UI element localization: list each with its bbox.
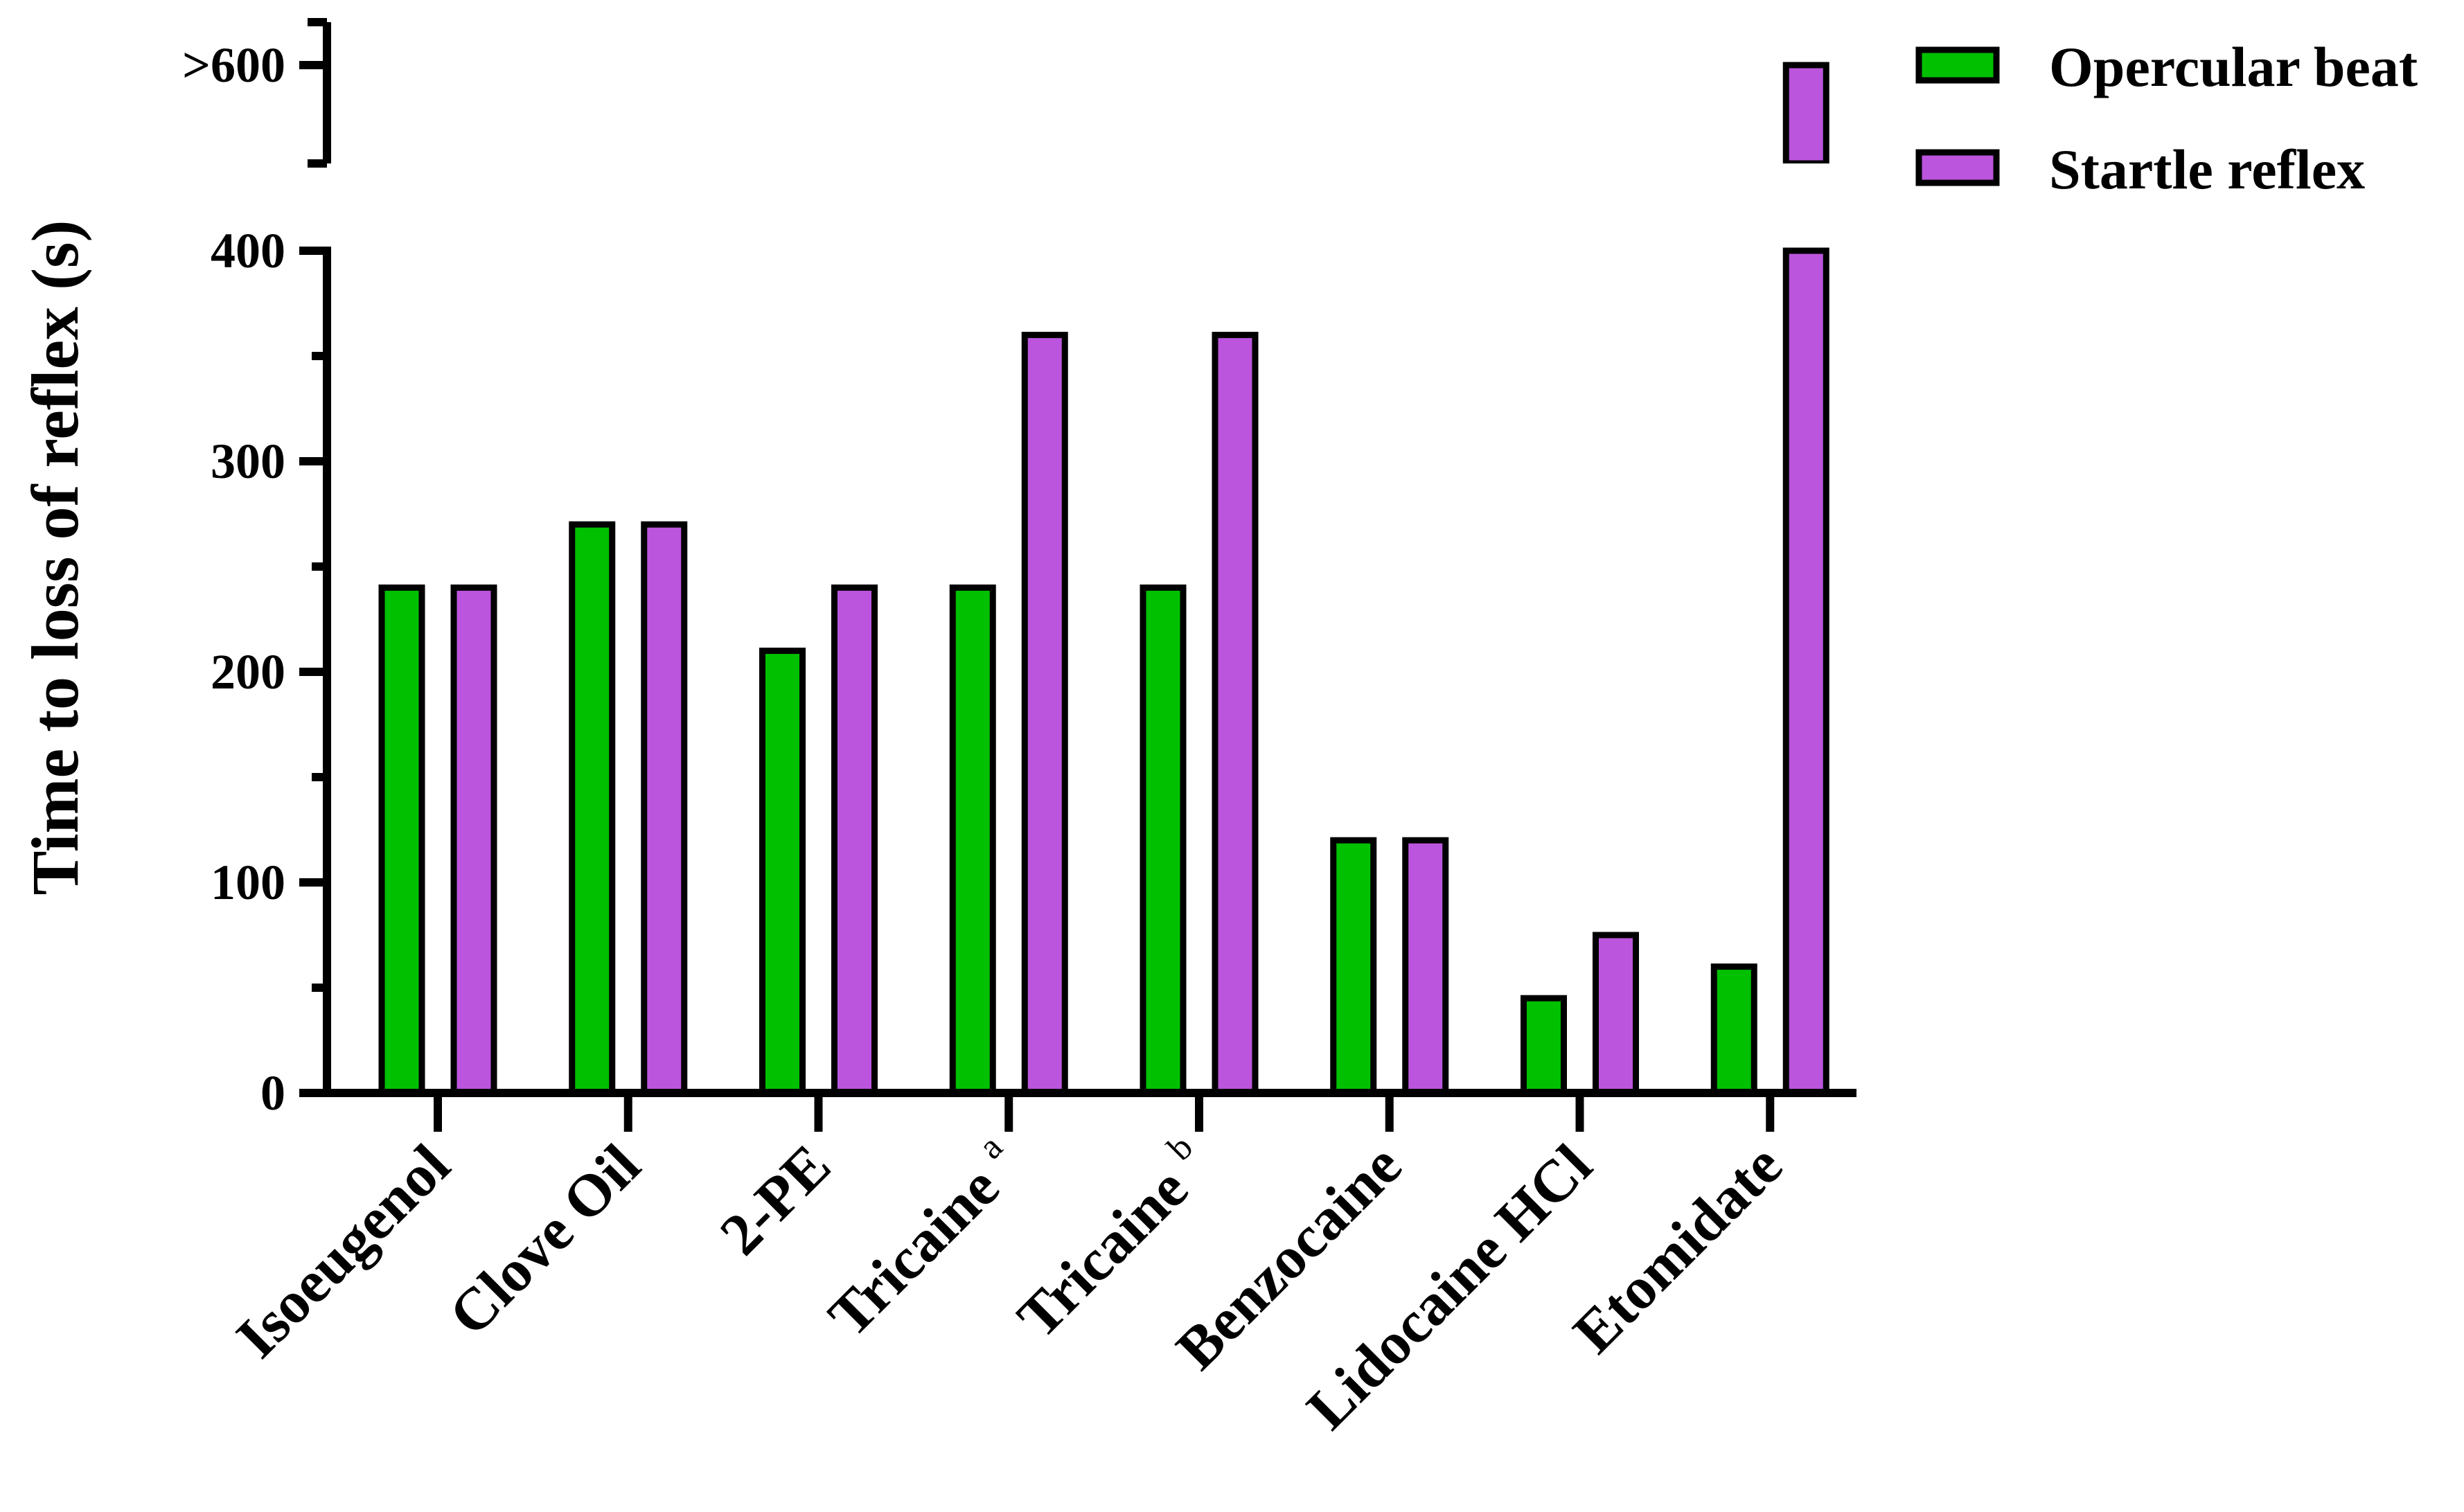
x-tick-label: Etomidate: [1561, 1132, 1795, 1366]
bar-startle-reflex-4: [1212, 332, 1259, 1096]
bar-opercular-beat-0: [378, 584, 425, 1096]
bar-opercular-beat-2: [759, 648, 806, 1096]
bar-startle-reflex-2: [831, 584, 878, 1096]
y-axis-title: Time to loss of reflex (s): [18, 220, 92, 896]
y-tick-label: 100: [211, 855, 285, 910]
bar-startle-reflex-1: [641, 521, 688, 1096]
bar-startle-reflex-7-upper: [1782, 62, 1829, 167]
bar-startle-reflex-6: [1593, 932, 1639, 1096]
bar-opercular-beat-1: [569, 521, 616, 1096]
bar-opercular-beat-3: [949, 584, 996, 1096]
x-tick-label: Clove Oil: [436, 1132, 653, 1349]
legend-label: Startle reflex: [2049, 138, 2365, 201]
bar-opercular-beat-5: [1330, 837, 1377, 1096]
y-tick-label: 400: [211, 223, 285, 278]
x-tick-label: Isoeugenol: [223, 1132, 462, 1371]
x-tick-label: 2-PE: [707, 1132, 843, 1268]
bar-opercular-beat-6: [1521, 995, 1567, 1096]
legend-label: Opercular beat: [2049, 35, 2418, 98]
bar-startle-reflex-5: [1402, 837, 1449, 1096]
bar-startle-reflex-3: [1021, 332, 1068, 1096]
legend-swatch-opercular-beat: [1915, 46, 2000, 84]
legend-swatch-startle-reflex: [1915, 149, 2000, 186]
bar-startle-reflex-0: [450, 584, 497, 1096]
bar-break-gap: [1780, 163, 1832, 247]
bar-opercular-beat-7: [1710, 963, 1757, 1096]
bar-startle-reflex-7-lower: [1782, 247, 1829, 1096]
y-tick-label: 300: [211, 434, 285, 489]
x-tick-label: Tricaine a: [812, 1128, 1034, 1349]
y-tick-label: 200: [211, 644, 285, 700]
y-tick-label-upper: >600: [182, 37, 285, 93]
y-tick-label: 0: [260, 1065, 285, 1121]
bar-opercular-beat-4: [1140, 584, 1187, 1096]
